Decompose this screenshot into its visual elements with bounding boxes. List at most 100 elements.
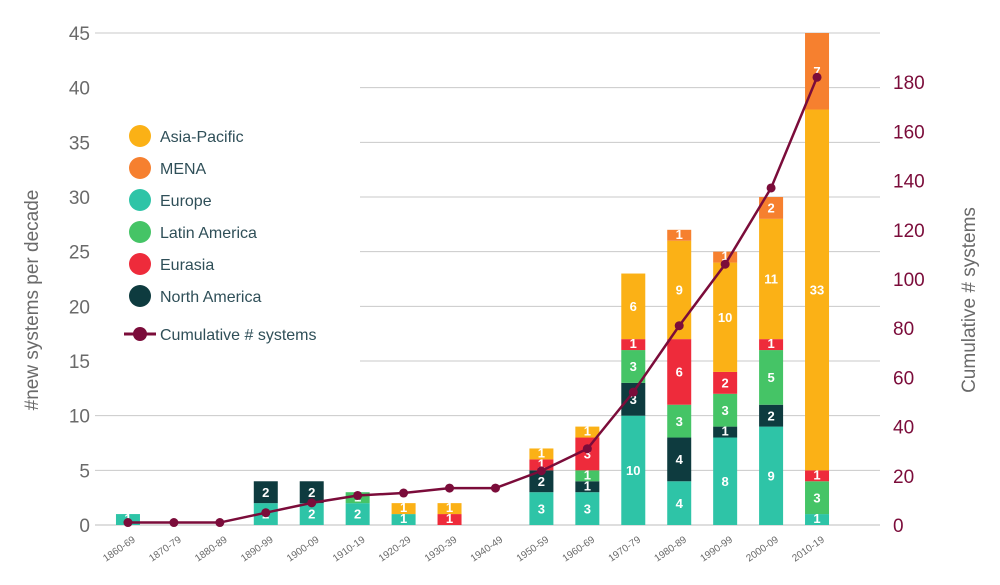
- cumulative-point: [399, 488, 409, 498]
- bar-segment-latin-america: [805, 481, 830, 515]
- bar-segment-eurasia: [529, 459, 554, 471]
- x-tick-label: 1930-39: [423, 534, 460, 564]
- x-tick-label: 1860-69: [101, 534, 138, 564]
- bar-value-label: 1: [722, 249, 729, 264]
- bar-value-label: 2: [308, 485, 315, 500]
- bar-value-label: 3: [630, 359, 637, 374]
- bar-segment-europe: [391, 514, 416, 525]
- cumulative-point: [766, 183, 776, 193]
- legend: Asia-Pacific MENA Europe Latin America Euras…: [124, 125, 317, 344]
- bar-segment-north-america: [253, 481, 278, 504]
- bar-value-label: 2: [722, 376, 729, 391]
- cumulative-point: [490, 483, 500, 493]
- x-tick-label: 1890-99: [239, 534, 276, 564]
- bar-segment-latin-america: [621, 350, 646, 383]
- bar-value-label: 3: [584, 447, 591, 462]
- y-tick-label: 0: [79, 516, 90, 537]
- cumulative-point: [215, 518, 225, 528]
- bar-value-label: 6: [676, 365, 683, 380]
- y2-tick-label: 120: [893, 221, 925, 242]
- bar-value-label: 2: [354, 507, 361, 522]
- y2-tick-label: 20: [893, 467, 914, 488]
- bar-segment-north-america: [713, 426, 738, 438]
- legend-swatch-eurasia: [129, 253, 151, 275]
- cumulative-point: [582, 444, 592, 454]
- bar-segment-europe: [713, 437, 738, 525]
- y-tick-label: 35: [69, 133, 90, 154]
- bar-value-label: 5: [767, 370, 774, 385]
- bar-segment-europe: [667, 481, 692, 525]
- bar-value-label: 2: [767, 201, 774, 216]
- legend-swatch-asia-pacific: [129, 125, 151, 147]
- bar-value-label: 3: [538, 501, 545, 516]
- y-tick-label: 40: [69, 79, 90, 100]
- bar-value-label: 10: [626, 463, 640, 478]
- x-tick-label: 1870-79: [147, 534, 184, 564]
- legend-swatch-mena: [129, 157, 151, 179]
- bar-value-label: 6: [630, 299, 637, 314]
- y-axis-title: #new systems per decade: [22, 190, 43, 411]
- x-tick-label: 2010-19: [790, 534, 827, 564]
- x-tick-label: 1980-89: [653, 534, 690, 564]
- bar-segment-latin-america: [667, 404, 692, 438]
- cumulative-point: [169, 518, 179, 528]
- bar-value-label: 2: [538, 474, 545, 489]
- cumulative-point: [812, 72, 822, 82]
- legend-swatch-europe: [129, 189, 151, 211]
- x-tick-label: 1940-49: [469, 534, 506, 564]
- legend-swatch-north-america: [129, 285, 151, 307]
- cumulative-point: [261, 508, 271, 518]
- bar-value-label: 10: [718, 310, 732, 325]
- y-tick-label: 25: [69, 243, 90, 264]
- y2-tick-label: 80: [893, 319, 914, 340]
- bar-value-label: 7: [813, 64, 820, 79]
- x-tick-label: 2000-09: [744, 534, 781, 564]
- cumulative-point: [123, 518, 133, 528]
- bar-value-label: 33: [810, 283, 824, 298]
- bar-segment-north-america: [575, 481, 600, 493]
- bar-value-label: 1: [446, 500, 453, 515]
- y2-tick-label: 0: [893, 516, 904, 537]
- y-tick-label: 20: [69, 297, 90, 318]
- bar-value-label: 1: [538, 456, 545, 471]
- bar-value-label: 9: [676, 283, 683, 298]
- bar-segment-europe: [529, 492, 554, 525]
- bar-segment-latin-america: [713, 393, 738, 427]
- bar-value-label: 3: [584, 501, 591, 516]
- bar-value-label: 4: [676, 496, 684, 511]
- x-tick-label: 1960-69: [561, 534, 598, 564]
- x-tick-label: 1880-89: [193, 534, 230, 564]
- bar-value-label: 1: [813, 467, 820, 482]
- bar-value-label: 1: [584, 424, 591, 439]
- y2-tick-label: 140: [893, 172, 925, 193]
- bars: [115, 33, 830, 525]
- bar-value-label: 1: [584, 478, 591, 493]
- bar-segment-asia-pacific: [713, 262, 738, 372]
- cumulative-point: [720, 259, 730, 269]
- y2-tick-label: 40: [893, 418, 914, 439]
- bar-value-label: 3: [630, 392, 637, 407]
- gridlines: [95, 32, 880, 526]
- cumulative-point: [445, 483, 455, 493]
- cumulative-point: [307, 498, 317, 508]
- bar-segment-eurasia: [667, 339, 692, 405]
- bar-segment-asia-pacific: [805, 109, 830, 471]
- x-tick-label: 1910-19: [331, 534, 368, 564]
- bar-segment-europe: [621, 415, 646, 525]
- y2-tick-label: 100: [893, 270, 925, 291]
- y2-tick-label: 180: [893, 73, 925, 94]
- y2-tick-label: 60: [893, 368, 914, 389]
- bar-value-label: 1: [722, 424, 729, 439]
- legend-swatch-latin-america: [129, 221, 151, 243]
- bar-segment-eurasia: [621, 339, 646, 351]
- bar-value-label: 1: [400, 500, 407, 515]
- bar-value-label: 3: [813, 490, 820, 505]
- legend-marker-swatch: [133, 327, 147, 341]
- cumulative-series-line: [127, 76, 819, 524]
- bar-segment-eurasia: [805, 470, 830, 482]
- bar-value-label: 1: [538, 446, 545, 461]
- bar-segment-europe: [759, 426, 784, 525]
- y-tick-label: 10: [69, 407, 90, 428]
- bar-value-label: 9: [767, 468, 774, 483]
- y-tick-label: 45: [69, 24, 90, 45]
